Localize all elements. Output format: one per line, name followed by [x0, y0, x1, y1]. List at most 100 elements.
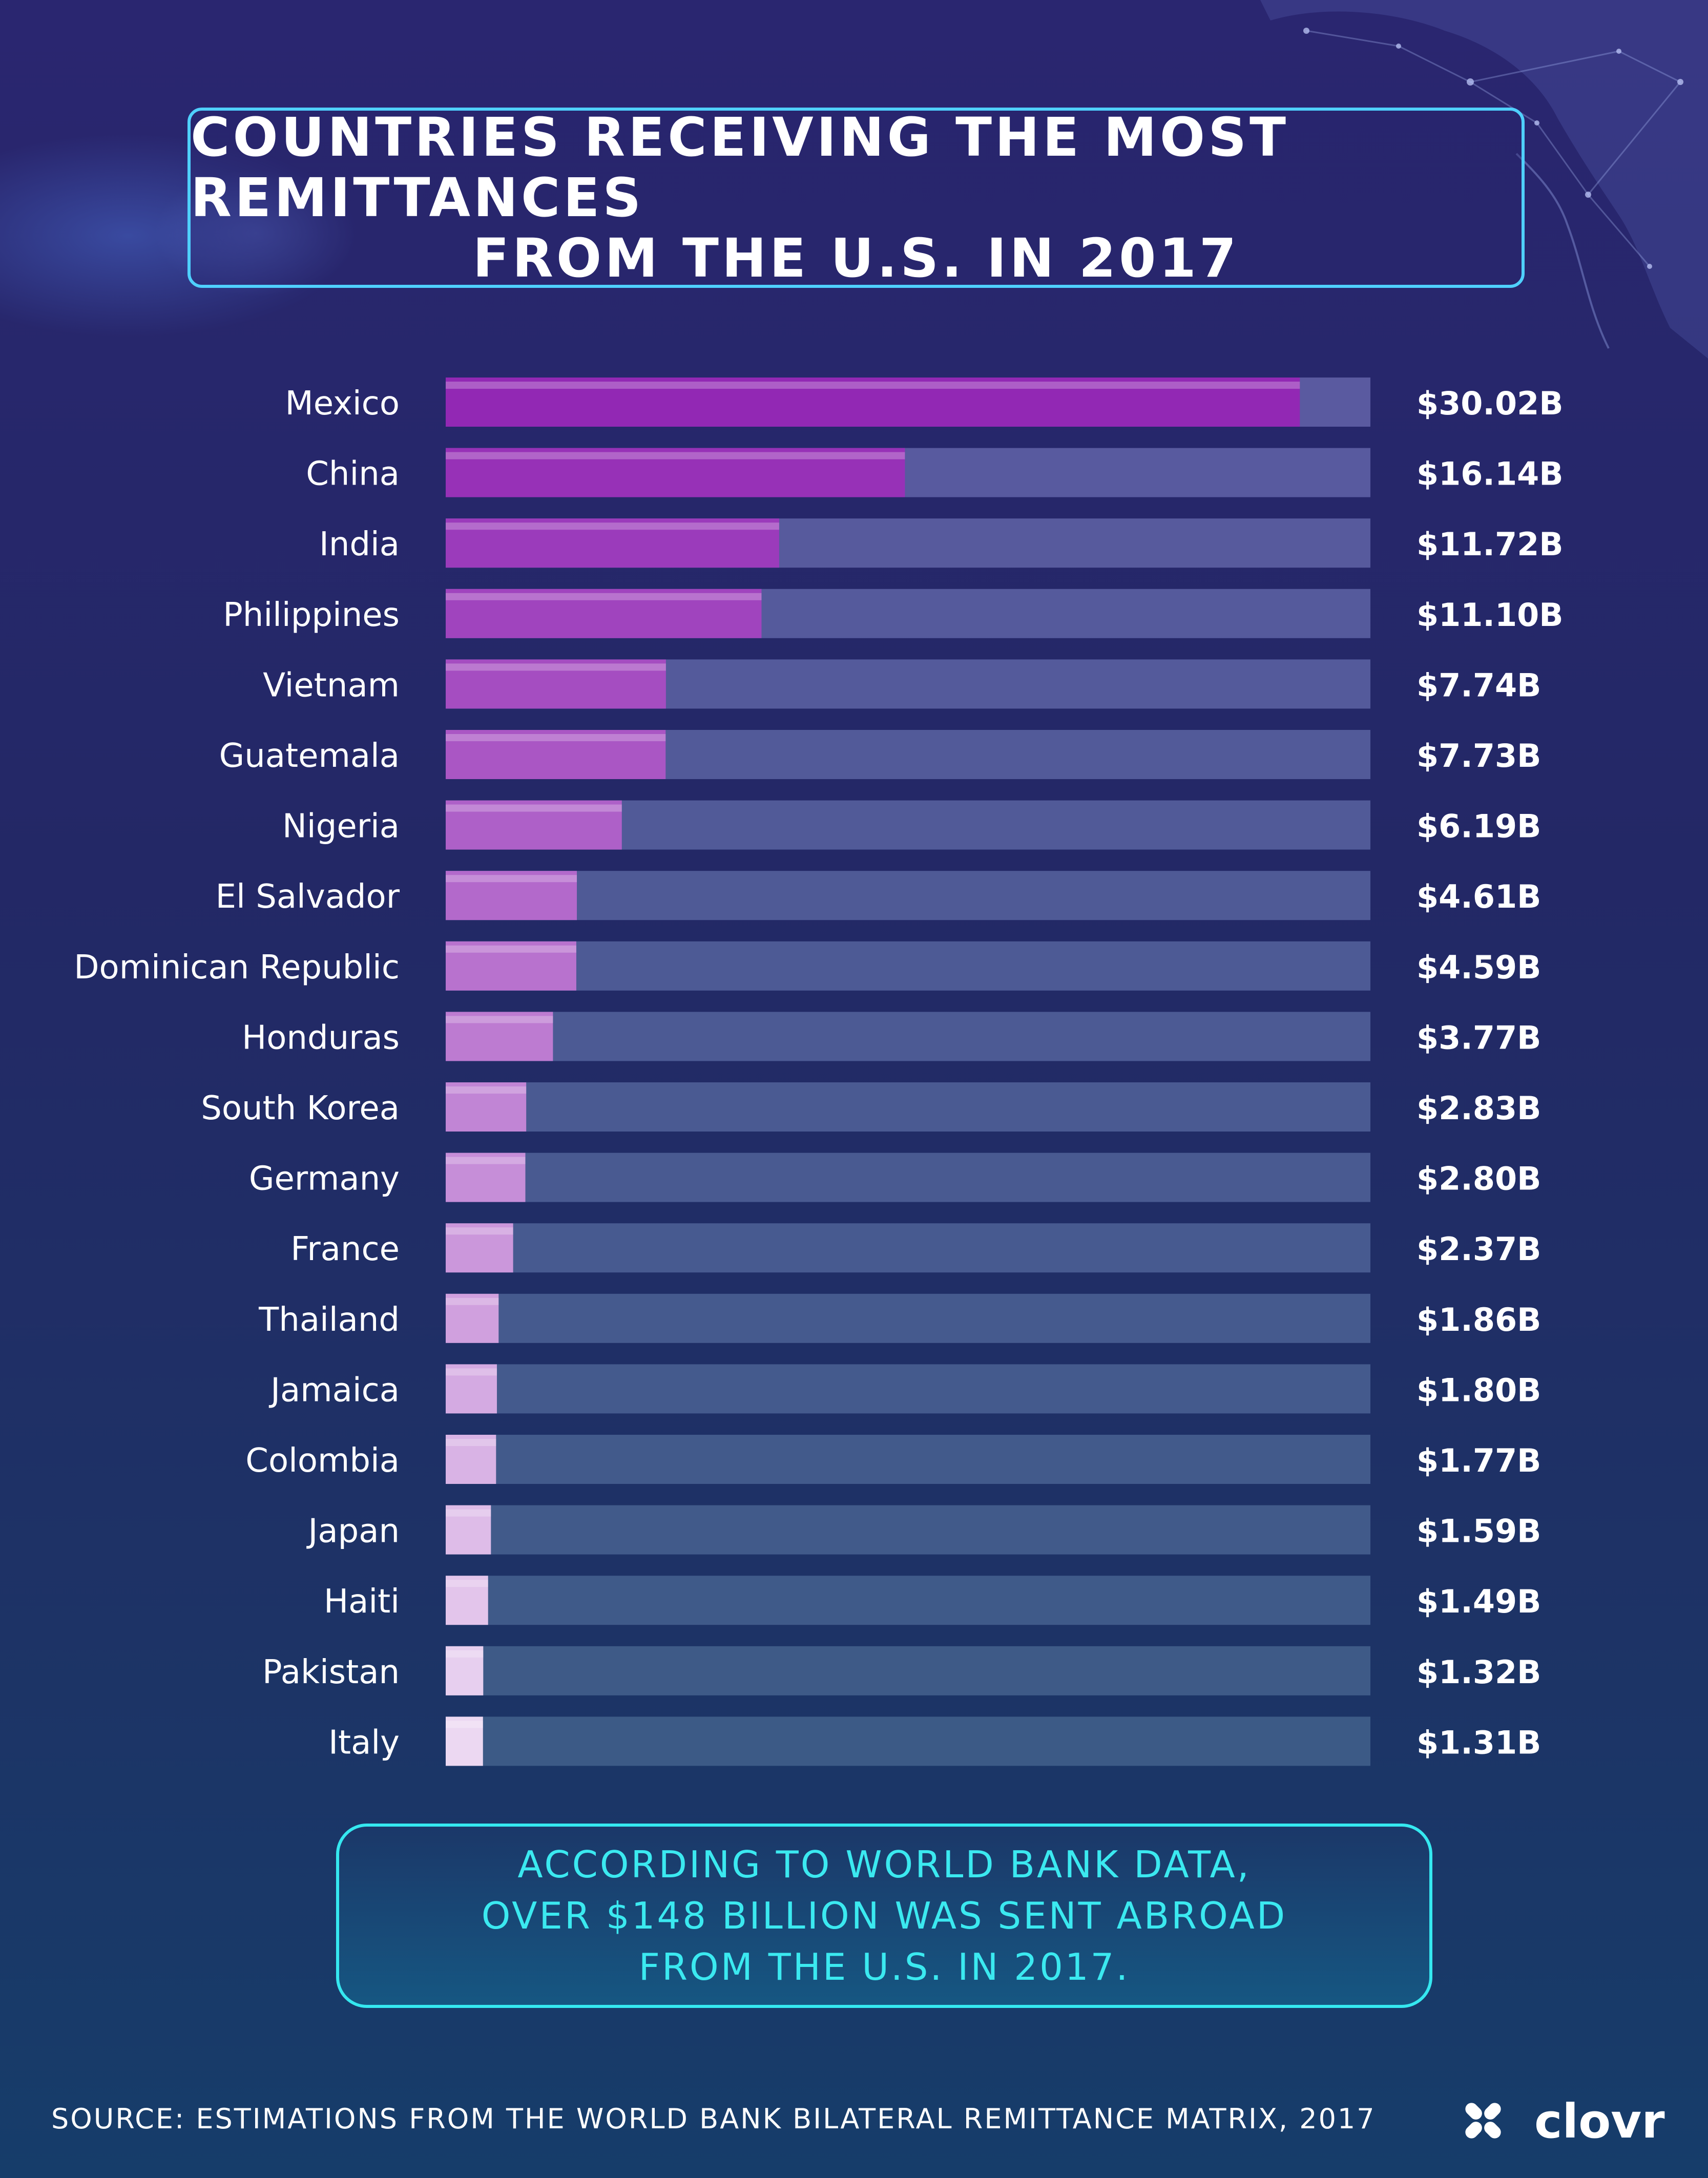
footnote-box: ACCORDING TO WORLD BANK DATA, OVER $148 … [336, 1824, 1432, 2008]
bar [446, 730, 666, 779]
bar-track [446, 1576, 1370, 1625]
value-label: $11.72B [1417, 526, 1564, 563]
clover-icon [1465, 2103, 1501, 2139]
brand-logo[interactable]: clovr [1445, 2090, 1665, 2151]
bar-highlight [446, 1157, 526, 1164]
bar-track [446, 1364, 1370, 1414]
category-label: Colombia [245, 1442, 400, 1480]
value-label: $30.02B [1417, 385, 1564, 422]
category-label: Honduras [242, 1019, 400, 1057]
bar-track [446, 871, 1370, 920]
bar [446, 1646, 484, 1695]
bar-highlight [446, 734, 666, 741]
bar [446, 1435, 496, 1484]
bar [446, 448, 905, 497]
value-label: $1.31B [1417, 1724, 1541, 1761]
value-label: $4.61B [1417, 878, 1541, 915]
bar-highlight [446, 452, 905, 459]
bar-highlight [446, 663, 666, 671]
bar-highlight [446, 1650, 484, 1658]
bar [446, 1223, 513, 1273]
bar-highlight [446, 875, 577, 883]
source-text: SOURCE: ESTIMATIONS FROM THE WORLD BANK … [51, 2103, 1376, 2135]
value-label: $1.86B [1417, 1301, 1541, 1338]
category-label: Haiti [324, 1583, 400, 1621]
bar [446, 941, 576, 991]
value-label: $7.74B [1417, 666, 1541, 704]
chart-title-line-2: FROM THE U.S. IN 2017 [472, 227, 1240, 289]
bar-track [446, 1716, 1370, 1766]
category-label: Nigeria [282, 808, 400, 846]
category-label: Japan [306, 1513, 400, 1551]
bar [446, 1505, 491, 1555]
footnote-line-3: FROM THE U.S. IN 2017. [638, 1945, 1130, 1988]
world-map-decoration [1260, 0, 1708, 359]
bar [446, 378, 1300, 427]
value-label: $6.19B [1417, 808, 1541, 845]
bar-highlight [446, 1086, 527, 1094]
bar-highlight [446, 945, 576, 953]
bar-track [446, 1153, 1370, 1202]
value-label: $2.80B [1417, 1160, 1541, 1198]
value-label: $1.32B [1417, 1653, 1541, 1691]
bar-highlight [446, 1509, 491, 1517]
bar-track [446, 1012, 1370, 1061]
category-label: El Salvador [216, 878, 400, 916]
bar [446, 1576, 488, 1625]
bar-highlight [446, 1368, 497, 1376]
footnote-line-1: ACCORDING TO WORLD BANK DATA, [517, 1843, 1251, 1886]
value-label: $1.59B [1417, 1513, 1541, 1550]
footnote-line-2: OVER $148 BILLION WAS SENT ABROAD [481, 1894, 1287, 1937]
bar-track [446, 1082, 1370, 1132]
value-label: $7.73B [1417, 737, 1541, 774]
bar [446, 800, 622, 850]
bar-track [446, 1646, 1370, 1695]
value-label: $3.77B [1417, 1019, 1541, 1056]
bar-highlight [446, 522, 779, 530]
bar [446, 589, 762, 638]
value-label: $16.14B [1417, 455, 1564, 493]
value-label: $1.80B [1417, 1371, 1541, 1409]
value-label: $4.59B [1417, 949, 1541, 986]
category-label: South Korea [201, 1090, 400, 1127]
category-label: Jamaica [268, 1371, 400, 1409]
category-label: Germany [249, 1160, 400, 1198]
bar [446, 871, 577, 920]
category-label: Philippines [223, 596, 400, 634]
value-label: $2.83B [1417, 1090, 1541, 1127]
bar-track [446, 1223, 1370, 1273]
value-label: $11.10B [1417, 596, 1564, 634]
bar [446, 659, 666, 709]
category-label: Guatemala [219, 737, 400, 775]
category-label: India [319, 526, 400, 563]
bar-track [446, 1293, 1370, 1343]
bar [446, 518, 779, 568]
bar [446, 1153, 526, 1202]
category-label: Pakistan [262, 1653, 400, 1691]
bar-highlight [446, 1016, 553, 1023]
category-label: Vietnam [263, 666, 400, 704]
value-label: $1.77B [1417, 1442, 1541, 1479]
bar-highlight [446, 804, 622, 812]
value-label: $2.37B [1417, 1230, 1541, 1268]
bar-highlight [446, 1227, 513, 1235]
bar [446, 1293, 499, 1343]
category-label: Mexico [285, 385, 400, 423]
bar [446, 1082, 527, 1132]
category-label: France [290, 1230, 400, 1268]
bar-track [446, 941, 1370, 991]
category-label: Dominican Republic [74, 949, 400, 987]
bar-highlight [446, 1721, 483, 1728]
bar [446, 1716, 483, 1766]
bar-highlight [446, 1297, 499, 1305]
bar-highlight [446, 593, 762, 600]
bar [446, 1012, 553, 1061]
category-label: Thailand [258, 1301, 400, 1339]
bar-highlight [446, 382, 1300, 389]
logo-text: clovr [1534, 2094, 1665, 2149]
value-label: $1.49B [1417, 1583, 1541, 1620]
bar-highlight [446, 1580, 488, 1587]
title-box: COUNTRIES RECEIVING THE MOST REMITTANCES… [188, 107, 1525, 289]
category-label: Italy [328, 1724, 400, 1762]
